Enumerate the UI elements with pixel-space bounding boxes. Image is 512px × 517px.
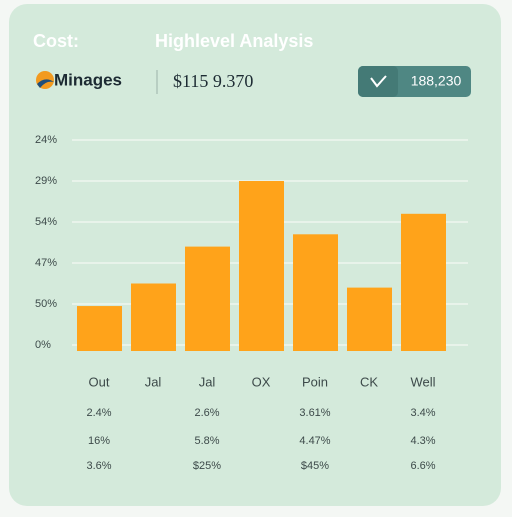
y-tick-label: 29% (35, 175, 57, 187)
bar (347, 287, 392, 351)
button-icon-bg (358, 66, 398, 97)
page-title: Highlevel Analysis (155, 31, 313, 51)
table-cell: 4.47% (299, 435, 330, 447)
y-tick-label: 47% (35, 257, 57, 269)
y-tick-label: 24% (35, 134, 57, 146)
bar (77, 306, 122, 351)
check-icon (370, 75, 387, 88)
x-tick-label: Poin (302, 374, 328, 389)
bar (131, 283, 176, 351)
x-tick-label: Jal (145, 374, 162, 389)
y-tick-label: 54% (35, 216, 57, 228)
bar (185, 246, 230, 351)
x-tick-label: Well (410, 374, 435, 389)
bar (239, 181, 284, 351)
bar (293, 234, 338, 351)
y-tick-label: 0% (35, 339, 51, 351)
brand-name: Minages (54, 70, 122, 89)
table-cell: $25% (193, 460, 221, 472)
table-cell: 2.4% (86, 407, 111, 419)
table-cell: 3.4% (410, 407, 435, 419)
x-tick-label: Jal (199, 374, 216, 389)
table-cell: 2.6% (194, 407, 219, 419)
logo-wave (37, 79, 54, 88)
table-cell: 3.6% (86, 460, 111, 472)
table-cell: 5.8% (194, 435, 219, 447)
table-cell: 4.3% (410, 435, 435, 447)
amount: $115 9.370 (173, 71, 253, 91)
y-tick-label: 50% (35, 298, 57, 310)
table-cell: $45% (301, 460, 329, 472)
table-cell: 6.6% (410, 460, 435, 472)
x-tick-label: Out (89, 374, 110, 389)
table-cell: 3.61% (299, 407, 330, 419)
x-tick-label: CK (360, 374, 378, 389)
cost-label: Cost: (33, 31, 79, 51)
table-cell: 16% (88, 435, 110, 447)
x-tick-label: OX (252, 374, 271, 389)
button-label: 188,230 (411, 73, 462, 89)
bar (401, 213, 446, 351)
